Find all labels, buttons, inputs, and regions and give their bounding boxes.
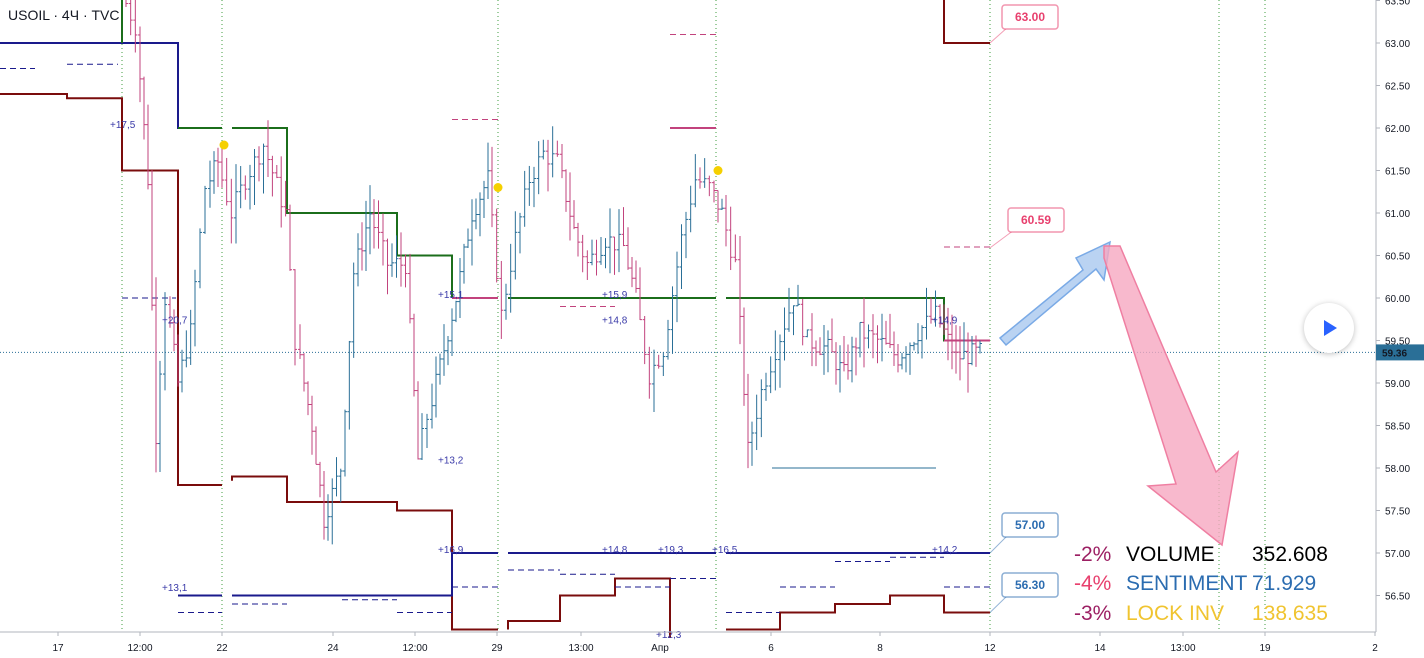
time-tick-label: Апр — [651, 643, 669, 654]
green-level-line-b — [232, 127, 453, 298]
level-lines — [0, 0, 990, 638]
price-tick-label: 63.50 — [1385, 0, 1410, 8]
stat-volume-pct: -2% — [1074, 543, 1112, 566]
play-icon — [1324, 320, 1337, 336]
vertical-grid — [121, 0, 1266, 632]
time-tick-label: 19 — [1259, 643, 1271, 654]
level-annotation: +14,8 — [602, 545, 628, 556]
red-level-line-d — [726, 594, 990, 631]
time-tick-label: 17 — [52, 643, 64, 654]
price-tick-label: 62.00 — [1385, 124, 1410, 135]
stat-sentiment-name: SENTIMENT — [1126, 572, 1248, 595]
price-tick-label: 57.50 — [1385, 507, 1410, 518]
time-tick-label: 13:00 — [568, 643, 593, 654]
price-tags: 63.00 60.59 57.00 56.30 — [989, 4, 1065, 613]
time-tick-label: 8 — [877, 643, 883, 654]
price-tag-label: 57.00 — [1015, 518, 1045, 532]
red-level-line-top — [943, 0, 990, 44]
price-tick-label: 61.00 — [1385, 209, 1410, 220]
last-price-tag — [1376, 344, 1424, 361]
time-tick-label: 22 — [216, 643, 228, 654]
symbol-title: USOIL · 4Ч · TVC — [8, 7, 120, 23]
price-tag-box — [1001, 4, 1059, 30]
price-tag-label: 56.30 — [1015, 578, 1045, 592]
price-tick-label: 61.50 — [1385, 167, 1410, 178]
price-tag-box — [1001, 572, 1059, 598]
session-marker — [713, 166, 723, 175]
stat-sentiment-value: 71.929 — [1252, 572, 1317, 595]
markers — [219, 140, 723, 192]
price-tick-label: 60.00 — [1385, 294, 1410, 305]
level-annotation: +14,2 — [932, 545, 958, 556]
stat-row-lock-inv: -3% LOCK INV 138.635 — [1074, 602, 1328, 626]
time-tick-label: 6 — [768, 643, 774, 654]
time-tick-label: 12:00 — [402, 643, 427, 654]
time-tick-label: 13:00 — [1170, 643, 1195, 654]
price-axis[interactable]: 63.50 63.00 62.50 62.00 61.50 61.00 60.50 60.00… — [1375, 0, 1424, 632]
forecast-arrows — [998, 240, 1240, 547]
stat-volume-name: VOLUME — [1126, 543, 1215, 566]
price-tag-box — [1001, 512, 1059, 538]
stat-sentiment-pct: -4% — [1074, 572, 1112, 595]
price-tag-label: 60.59 — [1021, 213, 1051, 227]
candles — [125, 0, 982, 545]
price-tick-label: 58.50 — [1385, 422, 1410, 433]
level-annotation: +20,7 — [162, 315, 188, 326]
blue-level-line-c — [232, 552, 498, 597]
time-tick-label: 12 — [984, 643, 996, 654]
level-annotation: +16,9 — [438, 545, 464, 556]
level-annotation: +16,5 — [712, 545, 738, 556]
blue-forecast-arrow — [998, 240, 1111, 347]
level-annotation: +17,5 — [110, 120, 136, 131]
time-tick-label: 2 — [1372, 643, 1378, 654]
price-tag-pointer — [989, 229, 1015, 249]
price-tag-pointer — [989, 594, 1009, 613]
price-tag-label: 63.00 — [1015, 10, 1045, 24]
pink-forecast-arrow — [1103, 245, 1240, 547]
level-annotation: +19,3 — [658, 545, 684, 556]
stat-lock-inv-value: 138.635 — [1252, 602, 1328, 625]
price-tick-label: 60.50 — [1385, 252, 1410, 263]
red-level-line-a — [0, 93, 222, 486]
level-annotation: +14,8 — [602, 315, 628, 326]
level-annotation: +13,1 — [162, 583, 188, 594]
red-level-line-c — [507, 577, 671, 638]
price-tick-label: 59.00 — [1385, 379, 1410, 390]
level-annotation: +15,9 — [602, 290, 628, 301]
stat-lock-inv-pct: -3% — [1074, 602, 1112, 625]
stat-lock-inv-name: LOCK INV — [1126, 602, 1225, 625]
price-tag-pointer — [989, 534, 1009, 554]
price-tick-label: 57.00 — [1385, 549, 1410, 560]
time-tick-label: 12:00 — [127, 643, 152, 654]
price-tick-label: 63.00 — [1385, 39, 1410, 50]
time-axis[interactable]: 17 12:00 22 24 12:00 29 13:00 Апр 6 8 12 14 13:00 19 2 — [0, 631, 1378, 654]
price-tick-label: 62.50 — [1385, 82, 1410, 93]
time-tick-label: 24 — [327, 643, 339, 654]
level-annotation: +12,3 — [656, 630, 682, 641]
play-button[interactable] — [1304, 303, 1354, 353]
stat-row-volume: -2% VOLUME 352.608 — [1074, 543, 1328, 567]
session-marker — [493, 183, 503, 192]
time-tick-label: 29 — [491, 643, 503, 654]
stat-volume-value: 352.608 — [1252, 543, 1328, 566]
level-annotation: +13,2 — [438, 456, 464, 467]
level-annotation: +14,9 — [932, 315, 958, 326]
annotations: +17,5 +20,7 +13,1 +15,1 +13,2 +16,9 +15,9 +14,8… — [110, 120, 958, 641]
price-tick-label: 56.50 — [1385, 592, 1410, 603]
last-price-label: 59.36 — [1382, 348, 1407, 359]
price-tick-label: 58.00 — [1385, 464, 1410, 475]
price-tick-label: 59.50 — [1385, 337, 1410, 348]
session-marker — [219, 140, 229, 150]
blue-level-line-left — [0, 42, 222, 129]
stat-row-sentiment: -4% SENTIMENT 71.929 — [1074, 572, 1316, 596]
time-tick-label: 14 — [1094, 643, 1106, 654]
level-annotation: +15,1 — [438, 290, 464, 301]
price-tag-box — [1007, 207, 1065, 233]
